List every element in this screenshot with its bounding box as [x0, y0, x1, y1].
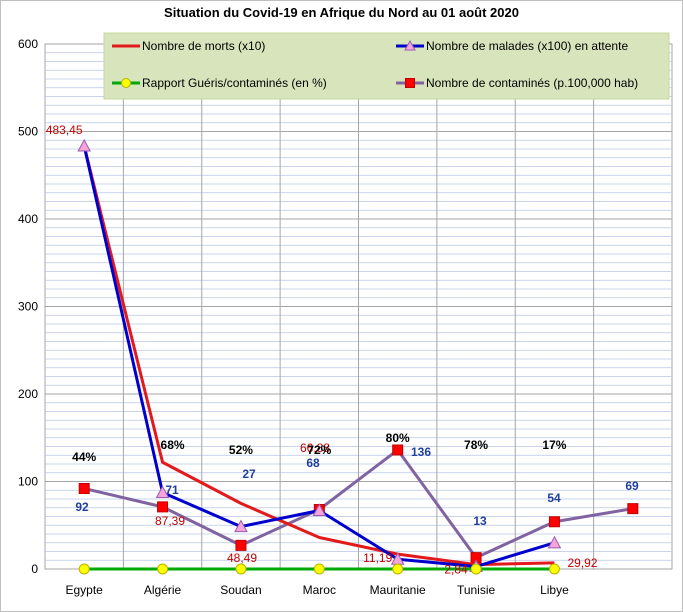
data-label: 68% — [161, 438, 185, 452]
data-label: 2,84 — [444, 563, 468, 577]
series-marker — [312, 503, 327, 516]
data-label: 87,39 — [155, 514, 185, 528]
y-tick-label: 100 — [18, 475, 38, 489]
series-marker — [392, 444, 404, 456]
series-marker — [78, 563, 90, 575]
y-tick-label: 200 — [18, 387, 38, 401]
legend-entry: Nombre de malades (x100) en attente — [426, 39, 628, 53]
chart-title: Situation du Covid-19 en Afrique du Nord… — [164, 5, 519, 20]
data-label: 78% — [464, 438, 488, 452]
data-label: 11,19 — [363, 551, 392, 565]
series-marker — [392, 563, 404, 575]
data-label: 44% — [72, 450, 96, 464]
legend-entry: Nombre de morts (x10) — [142, 39, 265, 53]
y-tick-label: 400 — [18, 212, 38, 226]
series-marker — [627, 503, 639, 515]
y-tick-label: 600 — [18, 37, 38, 51]
series-marker — [157, 501, 169, 513]
data-label: 80% — [386, 431, 410, 445]
series-marker — [78, 483, 90, 494]
data-label: 52% — [229, 443, 253, 457]
series-marker — [548, 516, 560, 528]
series-line — [83, 448, 634, 560]
series-marker — [547, 535, 562, 549]
data-label: 29,92 — [567, 556, 597, 570]
y-tick-label: 300 — [18, 300, 38, 314]
series-marker — [77, 138, 92, 152]
data-label: 17% — [542, 438, 566, 452]
x-tick-label: Libye — [540, 583, 569, 597]
data-label: 66,88 — [300, 441, 330, 455]
series-marker — [548, 563, 560, 575]
data-label: 92 — [75, 500, 89, 514]
x-tick-label: Tunisie — [457, 583, 496, 597]
series-marker — [157, 563, 169, 575]
data-label: 136 — [411, 445, 431, 459]
data-label: 483,45 — [46, 123, 83, 137]
data-label: 69 — [625, 479, 639, 493]
legend-box — [103, 32, 670, 100]
data-label: 13 — [473, 514, 487, 528]
data-label: 54 — [547, 491, 561, 505]
y-tick-label: 500 — [18, 125, 38, 139]
series-marker — [470, 563, 482, 575]
legend-swatch-marker — [404, 39, 416, 51]
x-tick-label: Soudan — [220, 583, 261, 597]
data-label: 72% — [307, 443, 331, 457]
series-marker — [235, 539, 247, 551]
x-tick-label: Mauritanie — [370, 583, 426, 597]
series-marker — [234, 519, 248, 533]
series-marker — [155, 485, 170, 499]
data-label: 71 — [165, 483, 179, 497]
legend-swatch-marker — [121, 78, 131, 88]
legend-entry: Nombre de contaminés (p.100,000 hab) — [426, 76, 638, 90]
legend-entry: Rapport Guéris/contaminés (en %) — [142, 76, 327, 90]
x-tick-label: Algérie — [144, 583, 182, 597]
x-tick-label: Egypte — [66, 583, 104, 597]
y-tick-label: 0 — [31, 562, 38, 576]
legend-swatch-marker — [405, 78, 415, 88]
data-label: 27 — [242, 467, 256, 481]
data-label: 68 — [306, 456, 320, 470]
data-label: 48,49 — [227, 551, 257, 565]
series-marker — [235, 563, 247, 575]
series-marker — [313, 563, 325, 575]
x-tick-label: Maroc — [303, 583, 336, 597]
